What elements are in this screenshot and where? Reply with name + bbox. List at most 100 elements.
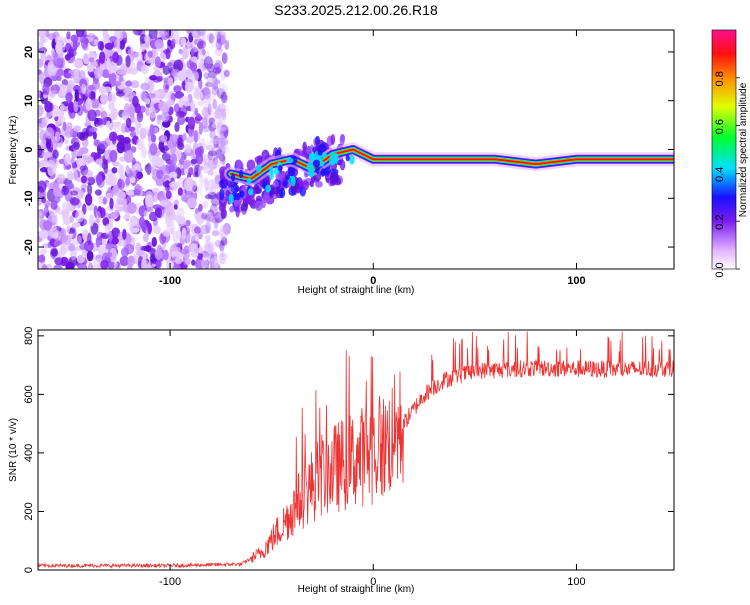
noise-blob: [77, 235, 82, 245]
noise-blob: [151, 156, 157, 168]
noise-blob: [78, 70, 86, 80]
noise-blob: [136, 137, 145, 151]
noise-blob: [218, 253, 228, 261]
noise-blob: [125, 176, 131, 186]
noise-blob: [61, 78, 68, 86]
noise-blob: [201, 117, 208, 129]
ridge-blob: [315, 164, 320, 174]
noise-blob: [42, 83, 50, 96]
noise-blob: [39, 160, 49, 167]
noise-blob: [81, 83, 87, 95]
noise-blob: [106, 57, 111, 71]
transition-blob: [315, 180, 323, 188]
noise-blob: [126, 167, 137, 179]
noise-blob: [196, 100, 204, 107]
chart-title: S233.2025.212.00.26.R18: [274, 2, 438, 18]
noise-blob: [63, 36, 73, 44]
noise-blob: [181, 227, 187, 240]
noise-blob: [222, 222, 231, 235]
noise-blob: [211, 85, 219, 96]
ridge-band: [230, 148, 674, 180]
noise-blob: [107, 230, 113, 243]
noise-blob: [206, 237, 211, 245]
noise-blob: [220, 104, 229, 114]
noise-blob: [221, 52, 228, 64]
noise-blob: [122, 214, 131, 220]
noise-blob: [198, 137, 206, 151]
ridge-blob: [269, 165, 274, 176]
transition-blob: [330, 172, 339, 181]
noise-blob: [145, 162, 152, 176]
noise-blob: [119, 39, 126, 50]
noise-blob: [204, 255, 214, 261]
noise-blob: [95, 239, 101, 248]
colorbar-tick-label: 0.8: [714, 71, 726, 86]
noise-blob: [204, 240, 210, 251]
noise-blob: [150, 134, 157, 143]
noise-blob: [153, 127, 159, 134]
bottom-y-axis: 0 200 400 600 800: [23, 327, 674, 573]
bottom-y-tick-label: 600: [23, 385, 35, 403]
noise-blob: [175, 110, 186, 118]
transition-blob: [240, 201, 249, 212]
noise-blob: [45, 127, 55, 139]
noise-blob: [134, 183, 142, 197]
noise-blob: [111, 167, 118, 174]
noise-blob: [72, 39, 78, 51]
noise-blob: [113, 80, 122, 87]
noise-blob: [60, 227, 67, 238]
noise-blob: [117, 179, 125, 190]
noise-blob: [205, 144, 216, 151]
noise-blob: [210, 217, 221, 224]
noise-blob: [38, 254, 46, 263]
snr-frame: [37, 329, 675, 571]
noise-blob: [202, 86, 212, 100]
noise-blob: [211, 178, 218, 189]
noise-blob: [207, 241, 215, 254]
noise-blob: [220, 94, 228, 100]
transition-blob: [272, 180, 279, 188]
noise-blob: [165, 91, 171, 102]
noise-blob: [173, 204, 178, 210]
noise-blob: [64, 72, 72, 79]
noise-blob: [80, 183, 88, 190]
noise-blob: [64, 188, 73, 202]
ridge-blob: [265, 184, 272, 193]
transition-blob: [254, 156, 261, 164]
noise-blob: [73, 170, 78, 182]
noise-blob: [51, 51, 59, 60]
bottom-y-tick-label: 800: [23, 327, 35, 345]
noise-blob: [75, 30, 85, 38]
noise-blob: [177, 137, 183, 144]
noise-blob: [201, 48, 206, 56]
noise-blob: [140, 259, 150, 269]
noise-blob: [38, 261, 42, 269]
noise-blob: [207, 103, 212, 116]
noise-blob: [216, 34, 227, 46]
bottom-y-tick-label: 200: [23, 502, 35, 520]
noise-blob: [121, 140, 131, 153]
noise-blob: [211, 159, 221, 165]
noise-blob: [144, 194, 155, 208]
noise-blob: [56, 173, 66, 183]
noise-blob: [129, 131, 137, 138]
noise-blob: [201, 257, 208, 269]
noise-blob: [38, 30, 47, 39]
noise-blob: [104, 42, 114, 50]
noise-blob: [54, 131, 61, 143]
noise-blob: [88, 57, 95, 63]
noise-blob: [218, 155, 226, 162]
noise-blob: [149, 75, 158, 81]
noise-blob: [113, 261, 118, 267]
transition-blob: [340, 134, 346, 142]
ridge-blob: [255, 164, 262, 173]
transition-blob: [235, 205, 240, 218]
noise-blob: [87, 262, 94, 269]
noise-blob: [118, 164, 124, 177]
noise-blob: [95, 210, 101, 224]
noise-blob: [134, 123, 140, 136]
ridge-blob: [238, 169, 244, 179]
noise-blob: [169, 171, 178, 180]
noise-blob: [116, 190, 126, 201]
noise-blob: [209, 69, 215, 80]
